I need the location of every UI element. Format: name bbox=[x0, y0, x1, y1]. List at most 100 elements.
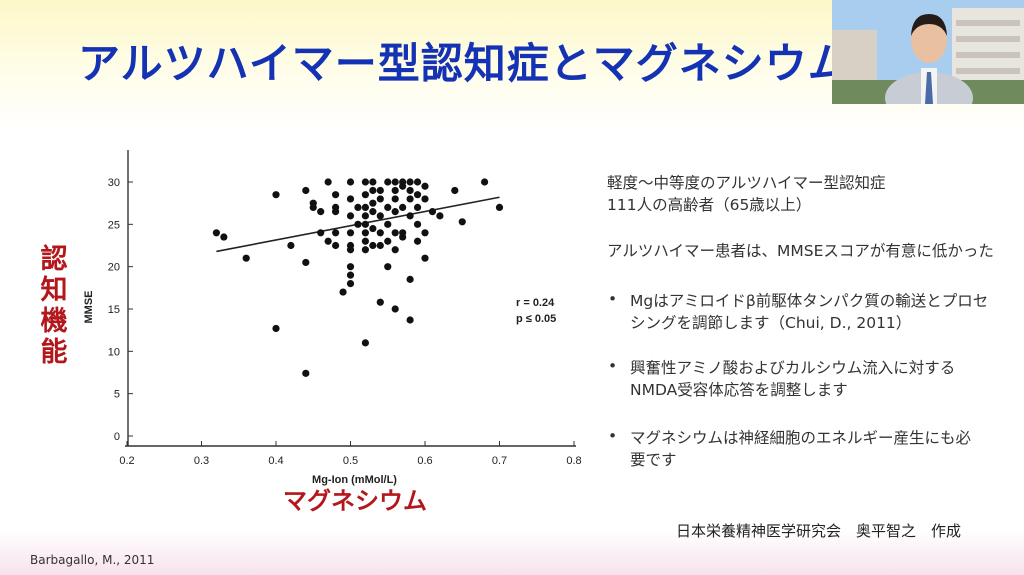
x-axis-label: Mg-Ion (mMol/L) bbox=[312, 474, 397, 486]
presenter-image bbox=[832, 0, 1024, 104]
x-tick-label: 0.3 bbox=[194, 455, 209, 467]
y-tick-label: 10 bbox=[108, 346, 120, 358]
data-point bbox=[354, 220, 362, 228]
x-tick-label: 0.4 bbox=[268, 455, 283, 467]
data-point bbox=[369, 199, 377, 207]
bullet-dot: • bbox=[608, 357, 618, 375]
data-point bbox=[346, 263, 355, 271]
finding-text: アルツハイマー患者は、MMSEスコアが有意に低かった bbox=[607, 242, 994, 260]
data-point bbox=[369, 186, 377, 195]
data-point bbox=[451, 186, 459, 195]
data-point bbox=[481, 178, 489, 186]
y-tick-label: 0 bbox=[114, 431, 120, 443]
y-tick-label: 30 bbox=[108, 177, 120, 189]
data-point bbox=[376, 186, 384, 195]
data-point bbox=[361, 246, 369, 254]
bullet-2-line-2: NMDA受容体応答を調整します bbox=[630, 381, 848, 399]
data-point bbox=[391, 186, 399, 195]
data-point bbox=[376, 195, 384, 203]
bullet-3-line-2: 要です bbox=[630, 451, 677, 469]
data-point bbox=[391, 229, 399, 237]
data-point bbox=[391, 246, 399, 254]
data-point bbox=[384, 220, 392, 228]
data-point bbox=[302, 258, 310, 267]
study-line-1: 軽度～中等度のアルツハイマー型認知症 bbox=[607, 174, 886, 192]
data-point bbox=[361, 229, 369, 237]
data-point bbox=[361, 237, 369, 245]
data-point bbox=[346, 271, 355, 279]
data-point bbox=[272, 191, 280, 199]
data-point bbox=[324, 178, 332, 186]
bullet-2-line-1: 興奮性アミノ酸およびカルシウム流入に対する bbox=[630, 359, 956, 377]
data-point bbox=[413, 237, 422, 245]
y-tick-label: 25 bbox=[108, 219, 120, 231]
data-point bbox=[413, 191, 422, 199]
data-point bbox=[384, 203, 392, 211]
data-point bbox=[332, 241, 340, 250]
data-point bbox=[346, 195, 355, 203]
data-point bbox=[242, 254, 250, 262]
data-point bbox=[384, 178, 392, 186]
data-point bbox=[332, 208, 340, 216]
author-credit: 日本栄養精神医学研究会 奥平智之 作成 bbox=[676, 522, 962, 540]
data-point bbox=[413, 203, 422, 211]
data-point bbox=[399, 233, 407, 241]
y-tick-label: 20 bbox=[108, 262, 120, 274]
data-point bbox=[346, 229, 355, 237]
x-tick-label: 0.2 bbox=[119, 455, 134, 467]
bullet-dot: • bbox=[608, 290, 618, 308]
data-point bbox=[458, 218, 466, 226]
data-point bbox=[406, 195, 414, 203]
scatter-chart: 0 5 10 15 20 25 30 0.2 0.3 0.4 0.5 0.6 0.7 0.8 Mg-Ion … bbox=[83, 150, 582, 486]
data-point bbox=[324, 237, 332, 245]
data-point bbox=[399, 203, 407, 211]
data-point bbox=[220, 233, 228, 241]
data-point bbox=[413, 220, 422, 228]
data-point bbox=[354, 203, 362, 211]
data-point bbox=[272, 324, 280, 333]
data-point bbox=[309, 203, 317, 211]
x-tick-label: 0.8 bbox=[566, 455, 581, 467]
data-point bbox=[384, 237, 392, 245]
data-point bbox=[361, 339, 369, 347]
data-point bbox=[369, 208, 377, 216]
data-point bbox=[413, 178, 422, 186]
stats-annotation: p ≤ 0.05 bbox=[516, 313, 556, 325]
data-point bbox=[339, 288, 347, 296]
data-point bbox=[332, 191, 340, 199]
slide-title: アルツハイマー型認知症とマグネシウム bbox=[78, 39, 851, 88]
data-point bbox=[421, 229, 429, 237]
data-point bbox=[369, 178, 377, 186]
data-point bbox=[302, 186, 310, 195]
data-point bbox=[376, 241, 384, 250]
x-tick-label: 0.5 bbox=[343, 455, 358, 467]
data-point bbox=[421, 254, 429, 262]
data-point bbox=[376, 212, 384, 220]
data-point bbox=[384, 263, 392, 271]
y-tick-label: 15 bbox=[108, 304, 120, 316]
data-point bbox=[421, 195, 429, 203]
presenter-video bbox=[832, 0, 1024, 104]
data-point bbox=[361, 220, 369, 228]
data-point bbox=[406, 186, 414, 195]
bullet-1-line-2: シングを調節します（Chui, D., 2011） bbox=[630, 314, 912, 332]
data-point bbox=[369, 241, 377, 250]
data-point bbox=[317, 229, 325, 237]
data-point bbox=[376, 298, 384, 306]
data-point bbox=[399, 182, 407, 190]
data-point bbox=[361, 212, 369, 220]
data-point bbox=[436, 212, 444, 220]
data-point bbox=[346, 280, 355, 288]
data-point bbox=[376, 229, 384, 237]
data-point bbox=[302, 369, 310, 377]
data-point bbox=[346, 246, 355, 254]
y-axis-label: MMSE bbox=[83, 291, 95, 324]
data-point bbox=[361, 178, 369, 186]
data-point bbox=[332, 229, 340, 237]
x-tick-label: 0.7 bbox=[492, 455, 507, 467]
bullet-3-line-1: マグネシウムは神経細胞のエネルギー産生にも必 bbox=[630, 429, 972, 447]
x-tick-label: 0.6 bbox=[417, 455, 432, 467]
data-point bbox=[346, 178, 355, 186]
data-point bbox=[406, 275, 414, 283]
data-point bbox=[495, 203, 504, 211]
